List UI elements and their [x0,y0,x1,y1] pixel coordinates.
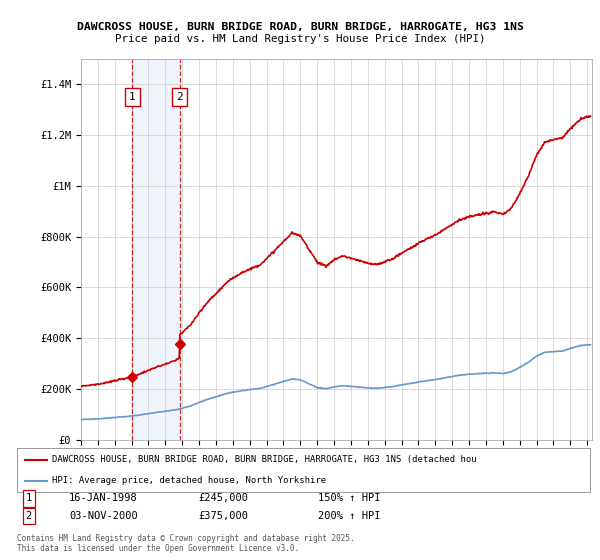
Text: HPI: Average price, detached house, North Yorkshire: HPI: Average price, detached house, Nort… [52,476,326,486]
Text: 2: 2 [176,92,183,102]
Text: Price paid vs. HM Land Registry's House Price Index (HPI): Price paid vs. HM Land Registry's House … [115,34,485,44]
Text: 150% ↑ HPI: 150% ↑ HPI [318,493,380,503]
Bar [132,59,179,440]
Text: 16-JAN-1998: 16-JAN-1998 [69,493,138,503]
Text: DAWCROSS HOUSE, BURN BRIDGE ROAD, BURN BRIDGE, HARROGATE, HG3 1NS: DAWCROSS HOUSE, BURN BRIDGE ROAD, BURN B… [77,22,523,32]
Text: 2: 2 [26,511,32,521]
Text: 200% ↑ HPI: 200% ↑ HPI [318,511,380,521]
Text: £375,000: £375,000 [198,511,248,521]
Text: 03-NOV-2000: 03-NOV-2000 [69,511,138,521]
Text: 1: 1 [26,493,32,503]
Text: DAWCROSS HOUSE, BURN BRIDGE ROAD, BURN BRIDGE, HARROGATE, HG3 1NS (detached hou: DAWCROSS HOUSE, BURN BRIDGE ROAD, BURN B… [52,455,477,464]
Text: Contains HM Land Registry data © Crown copyright and database right 2025.
This d: Contains HM Land Registry data © Crown c… [17,534,355,553]
Text: £245,000: £245,000 [198,493,248,503]
Text: 1: 1 [129,92,136,102]
